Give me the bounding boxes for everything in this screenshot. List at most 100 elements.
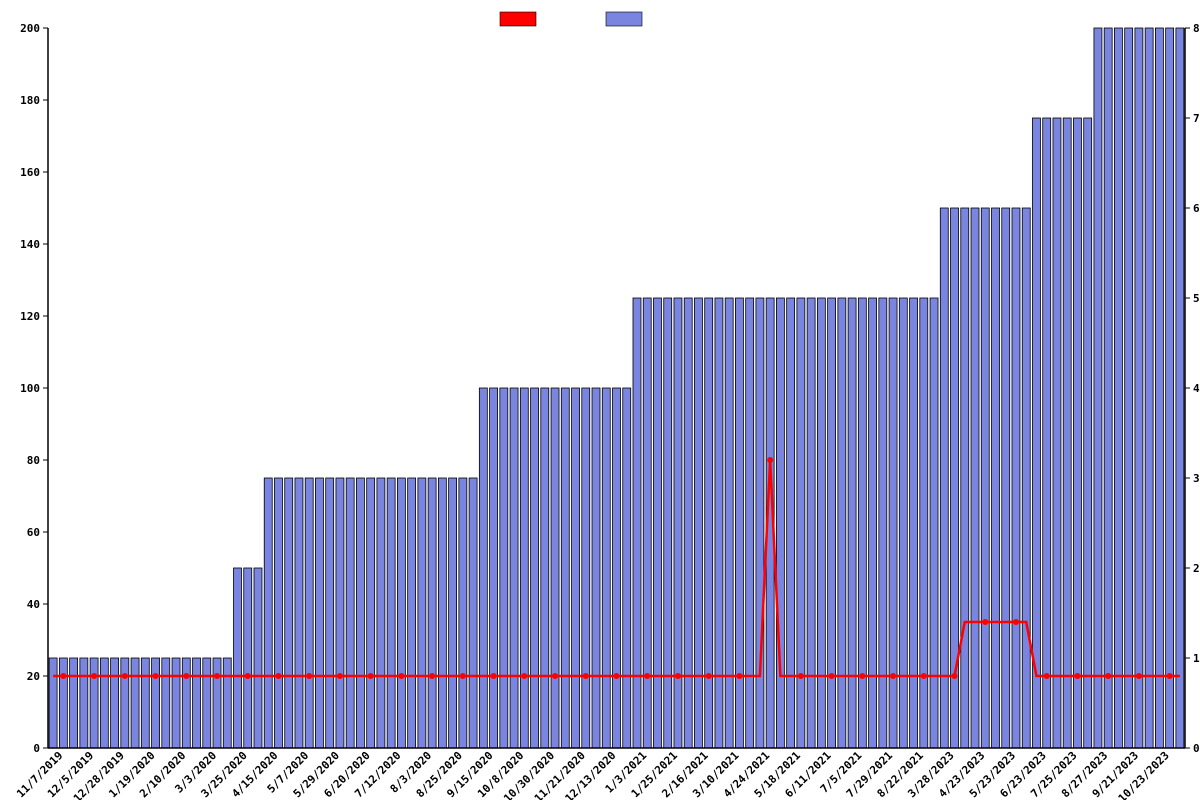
y-left-label: 80 <box>27 454 40 467</box>
bar <box>1043 118 1051 748</box>
bar <box>367 478 375 748</box>
bar <box>613 388 621 748</box>
bar <box>1114 28 1122 748</box>
bar <box>787 298 795 748</box>
line-marker <box>214 673 220 679</box>
bar <box>582 388 590 748</box>
y-left-label: 140 <box>20 238 40 251</box>
bar <box>807 298 815 748</box>
bar <box>1084 118 1092 748</box>
bar <box>561 388 569 748</box>
line-marker <box>552 673 558 679</box>
bar <box>510 388 518 748</box>
y-left-label: 100 <box>20 382 40 395</box>
bar <box>80 658 88 748</box>
line-marker <box>60 673 66 679</box>
line-marker <box>429 673 435 679</box>
line-marker <box>798 673 804 679</box>
bar <box>828 298 836 748</box>
bar <box>193 658 201 748</box>
bar <box>1073 118 1081 748</box>
y-right-label: 7 <box>1193 112 1200 125</box>
bar <box>70 658 78 748</box>
bar <box>869 298 877 748</box>
bar <box>531 388 539 748</box>
bar <box>162 658 170 748</box>
bar <box>899 298 907 748</box>
bar <box>930 298 938 748</box>
bar <box>551 388 559 748</box>
line-marker <box>460 673 466 679</box>
bar <box>1145 28 1153 748</box>
line-marker <box>890 673 896 679</box>
bar <box>920 298 928 748</box>
line-marker <box>306 673 312 679</box>
bar <box>285 478 293 748</box>
bar <box>131 658 139 748</box>
bar <box>152 658 160 748</box>
line-marker <box>183 673 189 679</box>
bar <box>756 298 764 748</box>
line-marker <box>368 673 374 679</box>
bar <box>346 478 354 748</box>
bar <box>971 208 979 748</box>
bar <box>643 298 651 748</box>
bar <box>725 298 733 748</box>
y-right-label: 2 <box>1193 562 1200 575</box>
line-marker <box>859 673 865 679</box>
bar <box>879 298 887 748</box>
line-marker <box>1167 673 1173 679</box>
line-marker <box>1105 673 1111 679</box>
bar <box>889 298 897 748</box>
bar <box>674 298 682 748</box>
bar <box>520 388 528 748</box>
y-right-label: 8 <box>1193 22 1200 35</box>
bar <box>602 388 610 748</box>
bar <box>182 658 190 748</box>
bar <box>633 298 641 748</box>
bar <box>715 298 723 748</box>
line-marker <box>337 673 343 679</box>
line-marker <box>675 673 681 679</box>
bar <box>264 478 272 748</box>
legend-swatch <box>500 12 536 26</box>
bar <box>121 658 129 748</box>
line-marker <box>644 673 650 679</box>
bar <box>438 478 446 748</box>
bar <box>213 658 221 748</box>
line-marker <box>829 673 835 679</box>
y-right-label: 3 <box>1193 472 1200 485</box>
line-marker <box>1074 673 1080 679</box>
bar <box>848 298 856 748</box>
bar <box>90 658 98 748</box>
bar <box>1104 28 1112 748</box>
bar <box>1032 118 1040 748</box>
bar <box>377 478 385 748</box>
bar <box>694 298 702 748</box>
line-marker <box>398 673 404 679</box>
bar <box>940 208 948 748</box>
bar <box>172 658 180 748</box>
y-right-label: 0 <box>1193 742 1200 755</box>
bar <box>408 478 416 748</box>
combo-chart: 02040608010012014016018020001234567811/7… <box>0 0 1200 800</box>
bar <box>295 478 303 748</box>
bar <box>326 478 334 748</box>
bar <box>111 658 119 748</box>
bar <box>459 478 467 748</box>
y-right-label: 1 <box>1193 652 1200 665</box>
line-marker <box>245 673 251 679</box>
bar <box>1155 28 1163 748</box>
y-left-label: 40 <box>27 598 40 611</box>
bar <box>1012 208 1020 748</box>
bar <box>838 298 846 748</box>
line-marker <box>614 673 620 679</box>
bar <box>469 478 477 748</box>
line-marker <box>921 673 927 679</box>
line-marker <box>1013 619 1019 625</box>
bar <box>592 388 600 748</box>
y-left-label: 160 <box>20 166 40 179</box>
bar <box>1094 28 1102 748</box>
y-left-label: 120 <box>20 310 40 323</box>
line-marker <box>153 673 159 679</box>
